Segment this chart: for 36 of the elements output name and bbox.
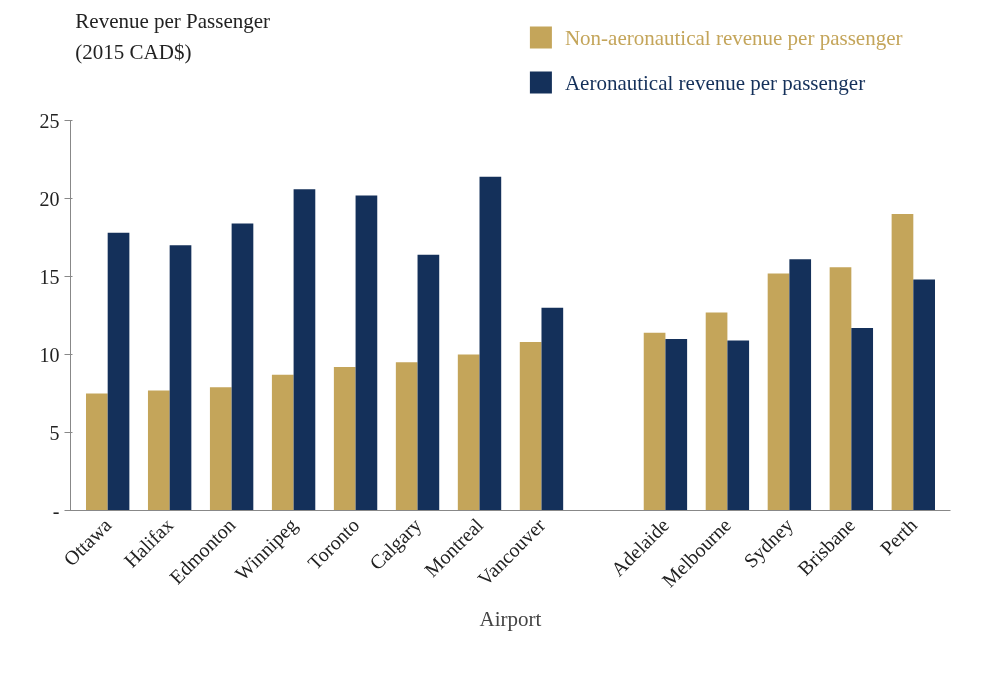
bar (169, 245, 192, 511)
bar (519, 342, 542, 511)
bar (147, 390, 170, 511)
bar (231, 223, 254, 511)
y-tick-label: 20 (39, 187, 60, 210)
bar (479, 176, 502, 511)
bar (851, 327, 874, 511)
y-tick-label: 15 (39, 265, 60, 288)
legend-label: Aeronautical revenue per passenger (564, 70, 866, 95)
bar (271, 374, 294, 511)
bar (293, 189, 316, 511)
bar (417, 254, 440, 511)
x-axis-title: Airport (479, 607, 542, 632)
bar (789, 259, 812, 511)
bar (705, 312, 728, 511)
bar (913, 279, 936, 511)
bar (355, 195, 378, 511)
bar (829, 267, 852, 511)
bar (767, 273, 790, 511)
y-tick-label: - (52, 499, 60, 522)
bar (541, 307, 564, 511)
bar (665, 338, 688, 511)
legend-label: Non-aeronautical revenue per passenger (564, 25, 903, 50)
bar (727, 340, 750, 511)
bar (333, 366, 356, 511)
bar (643, 332, 666, 511)
bar (395, 362, 418, 511)
bar (457, 354, 480, 511)
bar (891, 214, 914, 511)
y-tick-label: 10 (39, 343, 60, 366)
bar (209, 387, 232, 511)
bar (85, 393, 108, 511)
y-axis-title: Revenue per Passenger (2015 CAD$) (75, 8, 271, 64)
y-tick-label: 25 (39, 109, 60, 132)
y-tick-label: 5 (49, 421, 60, 444)
bar (107, 232, 130, 511)
